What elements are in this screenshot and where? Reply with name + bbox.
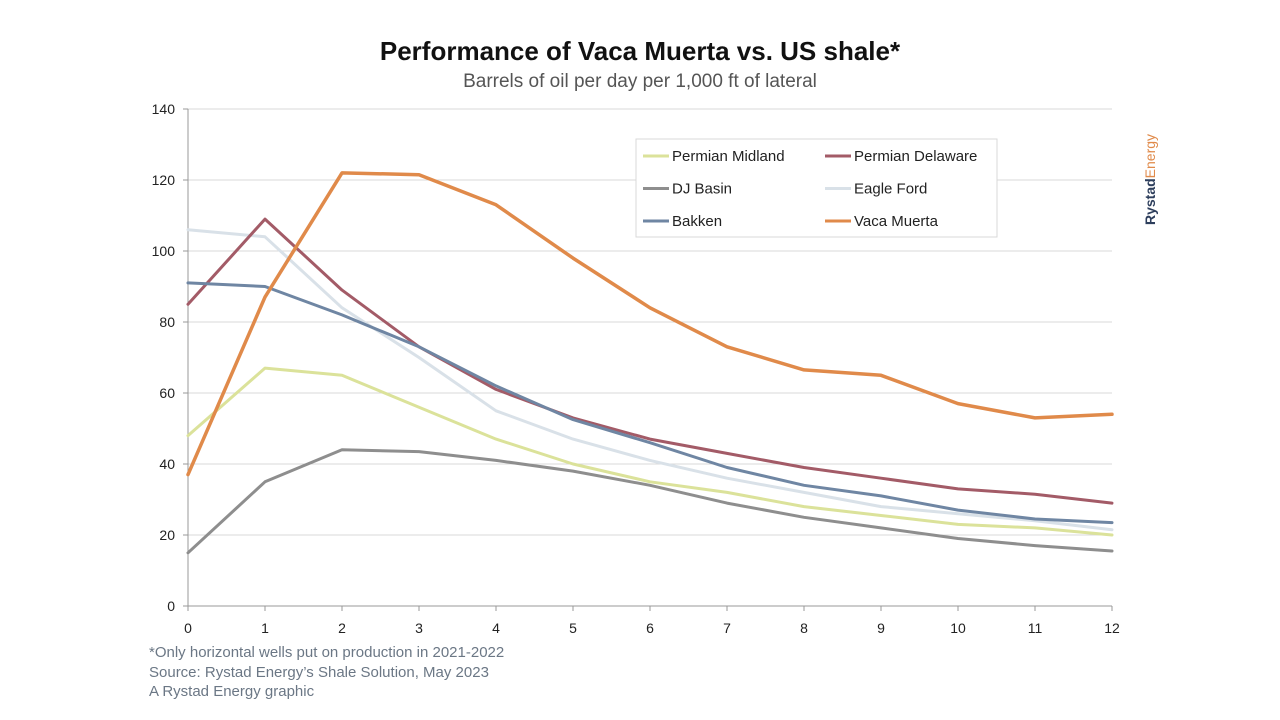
chart-title: Performance of Vaca Muerta vs. US shale* xyxy=(379,36,901,66)
y-tick-label: 0 xyxy=(167,598,175,614)
y-tick-label: 40 xyxy=(159,456,175,472)
series-lines xyxy=(186,171,1114,555)
x-tick-label: 5 xyxy=(569,620,577,636)
x-tick-label: 9 xyxy=(877,620,885,636)
rystad-energy-logo: RystadEnergy xyxy=(1142,133,1158,225)
y-tick-label: 120 xyxy=(152,172,176,188)
x-tick-label: 11 xyxy=(1028,620,1043,636)
series-line-permian-midland xyxy=(186,366,1114,537)
legend: Permian Midland Permian Delaware DJ Basin E… xyxy=(635,138,998,238)
y-tick-label: 100 xyxy=(152,243,176,259)
x-tick-label: 0 xyxy=(184,620,192,636)
x-tick-label: 2 xyxy=(338,620,346,636)
series-line-permian-delaware xyxy=(186,217,1114,505)
x-tick-label: 1 xyxy=(261,620,269,636)
legend-label-bakken: Bakken xyxy=(672,213,722,230)
legend-box xyxy=(635,138,998,238)
x-tick-label: 4 xyxy=(492,620,500,636)
x-tick-label: 3 xyxy=(415,620,423,636)
series-line-vaca-muerta xyxy=(186,171,1114,477)
y-tick-label: 20 xyxy=(159,527,175,543)
y-tick-label: 140 xyxy=(152,101,176,117)
y-tick-label: 80 xyxy=(159,314,175,330)
legend-label-permian-midland: Permian Midland xyxy=(672,148,785,165)
footnote-note: *Only horizontal wells put on production… xyxy=(149,644,505,661)
x-tick-label: 12 xyxy=(1104,620,1120,636)
y-tick-label: 60 xyxy=(159,385,175,401)
series-line-dj-basin xyxy=(186,448,1114,555)
footnote-source: Source: Rystad Energy’s Shale Solution, … xyxy=(149,663,489,681)
x-axis: 0 1 2 3 4 5 6 7 8 9 10 11 12 xyxy=(184,605,1120,636)
legend-label-vaca-muerta: Vaca Muerta xyxy=(854,213,939,230)
series-line-bakken xyxy=(186,281,1114,525)
x-tick-label: 7 xyxy=(723,620,731,636)
legend-label-eagle-ford: Eagle Ford xyxy=(854,181,927,198)
series-line-eagle-ford xyxy=(186,228,1114,532)
footnotes: *Only horizontal wells put on production… xyxy=(149,643,504,702)
x-tick-label: 8 xyxy=(800,620,808,636)
x-tick-label: 10 xyxy=(950,620,966,636)
chart-subtitle: Barrels of oil per day per 1,000 ft of l… xyxy=(463,71,817,92)
footnote-credit: A Rystad Energy graphic xyxy=(149,683,315,700)
x-tick-label: 6 xyxy=(646,620,654,636)
y-axis: 0 20 40 60 80 100 120 140 xyxy=(152,101,189,614)
legend-label-permian-delaware: Permian Delaware xyxy=(854,148,977,165)
legend-label-dj-basin: DJ Basin xyxy=(672,181,732,198)
